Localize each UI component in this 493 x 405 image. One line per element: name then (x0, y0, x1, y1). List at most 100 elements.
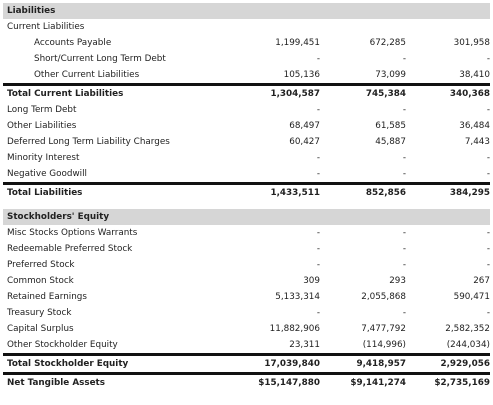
total-liabilities-row: Total Liabilities 1,433,511 852,856 384,… (3, 182, 490, 201)
row-label: Net Tangible Assets (7, 378, 106, 388)
value-col3: 2,929,056 (440, 359, 490, 369)
liabilities-header: Liabilities (3, 3, 490, 19)
table-row-negative-goodwill: Negative Goodwill - - - (3, 166, 490, 182)
row-label: Minority Interest (7, 153, 80, 163)
value-col1: 68,497 (289, 121, 320, 131)
row-label: Current Liabilities (7, 22, 85, 32)
value-col3: 267 (473, 276, 490, 286)
value-col3: 7,443 (464, 137, 490, 147)
row-label: Long Term Debt (7, 105, 77, 115)
row-label: Retained Earnings (7, 292, 87, 302)
value-col1: - (316, 169, 320, 179)
value-col3: 340,368 (449, 89, 490, 99)
value-col3: - (486, 244, 490, 254)
value-col1: 60,427 (289, 137, 320, 147)
value-col1: - (316, 54, 320, 64)
value-col1: 1,199,451 (275, 38, 320, 48)
section-spacer (3, 201, 490, 209)
value-col2: - (402, 169, 406, 179)
table-row-accounts-payable: Accounts Payable 1,199,451 672,285 301,9… (3, 35, 490, 51)
row-label: Total Stockholder Equity (7, 359, 129, 369)
total-stockholder-equity-row: Total Stockholder Equity 17,039,840 9,41… (3, 353, 490, 372)
row-label: Deferred Long Term Liability Charges (7, 137, 170, 147)
total-current-liabilities-row: Total Current Liabilities 1,304,587 745,… (3, 83, 490, 102)
table-row-treasury-stock: Treasury Stock - - - (3, 305, 490, 321)
value-col2: 73,099 (375, 70, 406, 80)
value-col2: 672,285 (369, 38, 406, 48)
value-col1: 1,304,587 (270, 89, 320, 99)
value-col3: 301,958 (453, 38, 490, 48)
value-col3: - (486, 54, 490, 64)
row-label: Misc Stocks Options Warrants (7, 228, 138, 238)
table-row-deferred-charges: Deferred Long Term Liability Charges 60,… (3, 134, 490, 150)
table-row-other-liabilities: Other Liabilities 68,497 61,585 36,484 (3, 118, 490, 134)
value-col1: 1,433,511 (270, 188, 320, 198)
row-label: Total Current Liabilities (7, 89, 124, 99)
current-liabilities-label-row: Current Liabilities (3, 19, 490, 35)
value-col2: 2,055,868 (361, 292, 406, 302)
table-row-long-term-debt: Long Term Debt - - - (3, 102, 490, 118)
table-row-misc-stocks: Misc Stocks Options Warrants - - - (3, 225, 490, 241)
table-row-preferred-stock: Preferred Stock - - - (3, 257, 490, 273)
value-col1: - (316, 105, 320, 115)
row-label: Accounts Payable (34, 38, 112, 48)
value-col2: $9,141,274 (350, 378, 406, 388)
table-row-other-stockholder-equity: Other Stockholder Equity 23,311 (114,996… (3, 337, 490, 353)
table-row-common-stock: Common Stock 309 293 267 (3, 273, 490, 289)
row-label: Preferred Stock (7, 260, 75, 270)
value-col1: - (316, 260, 320, 270)
value-col2: 9,418,957 (356, 359, 406, 369)
value-col1: 5,133,314 (275, 292, 320, 302)
value-col2: - (402, 228, 406, 238)
value-col1: 309 (303, 276, 320, 286)
table-row-capital-surplus: Capital Surplus 11,882,906 7,477,792 2,5… (3, 321, 490, 337)
value-col2: 293 (389, 276, 406, 286)
row-label: Other Liabilities (7, 121, 77, 131)
value-col3: - (486, 153, 490, 163)
table-row-short-current-debt: Short/Current Long Term Debt - - - (3, 51, 490, 67)
value-col3: - (486, 228, 490, 238)
value-col2: 45,887 (375, 137, 406, 147)
value-col1: 11,882,906 (269, 324, 320, 334)
value-col2: - (402, 244, 406, 254)
row-label: Capital Surplus (7, 324, 74, 334)
value-col3: - (486, 105, 490, 115)
row-label: Other Current Liabilities (34, 70, 140, 80)
table-row-redeemable-preferred: Redeemable Preferred Stock - - - (3, 241, 490, 257)
balance-sheet-table: Liabilities Current Liabilities Accounts… (3, 3, 490, 391)
row-label: Redeemable Preferred Stock (7, 244, 133, 254)
value-col2: 61,585 (375, 121, 406, 131)
value-col3: 384,295 (449, 188, 490, 198)
value-col2: (114,996) (362, 340, 406, 350)
value-col1: - (316, 153, 320, 163)
value-col3: - (486, 260, 490, 270)
value-col3: 590,471 (453, 292, 490, 302)
row-label: Treasury Stock (7, 308, 72, 318)
value-col3: 2,582,352 (445, 324, 490, 334)
value-col1: - (316, 228, 320, 238)
value-col2: - (402, 308, 406, 318)
value-col1: 23,311 (289, 340, 320, 350)
table-row-retained-earnings: Retained Earnings 5,133,314 2,055,868 59… (3, 289, 490, 305)
value-col3: $2,735,169 (434, 378, 490, 388)
row-label: Common Stock (7, 276, 74, 286)
value-col2: - (402, 54, 406, 64)
value-col2: 745,384 (365, 89, 406, 99)
value-col2: - (402, 260, 406, 270)
value-col1: - (316, 308, 320, 318)
value-col3: 38,410 (459, 70, 490, 80)
value-col3: - (486, 308, 490, 318)
net-tangible-assets-row: Net Tangible Assets $15,147,880 $9,141,2… (3, 372, 490, 391)
equity-header: Stockholders' Equity (3, 209, 490, 225)
section-title: Liabilities (7, 6, 56, 16)
value-col2: - (402, 105, 406, 115)
value-col2: - (402, 153, 406, 163)
row-label: Short/Current Long Term Debt (34, 54, 166, 64)
section-title: Stockholders' Equity (7, 212, 110, 222)
value-col1: 17,039,840 (264, 359, 320, 369)
value-col2: 7,477,792 (361, 324, 406, 334)
value-col2: 852,856 (365, 188, 406, 198)
value-col3: 36,484 (459, 121, 490, 131)
value-col1: - (316, 244, 320, 254)
value-col3: (244,034) (446, 340, 490, 350)
